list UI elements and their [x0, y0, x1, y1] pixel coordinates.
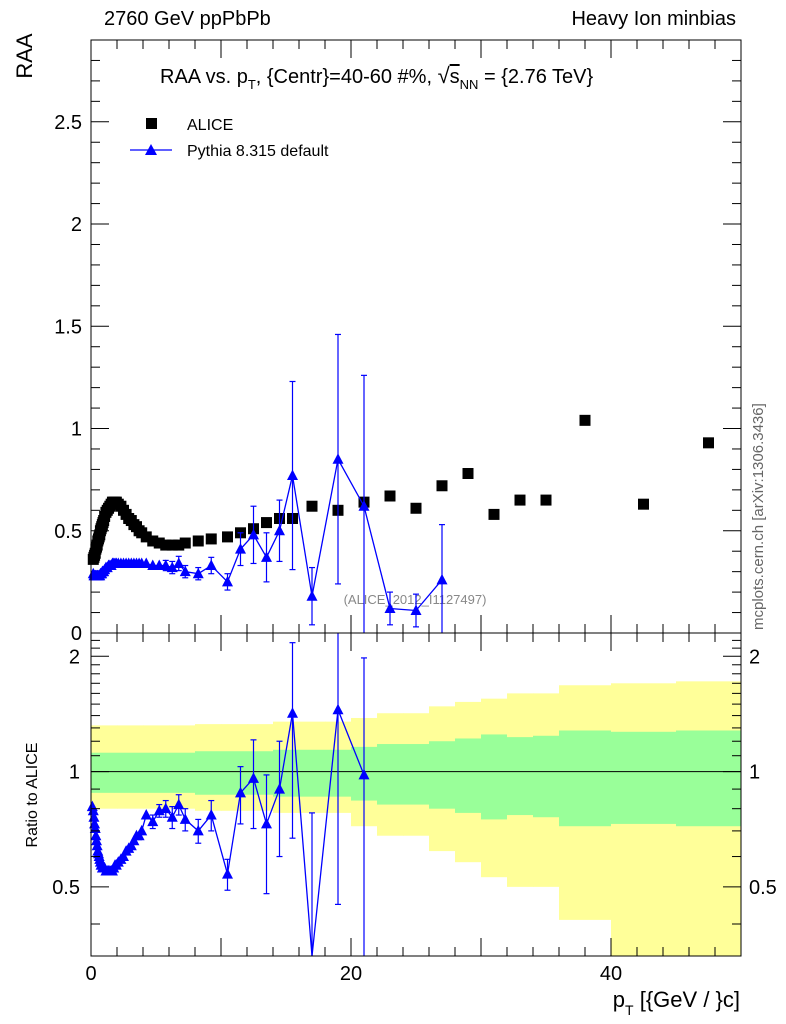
ratio-inner-band — [247, 751, 274, 794]
alice-data-point — [385, 490, 396, 501]
alice-data-point — [515, 495, 526, 506]
legend-alice-marker — [146, 118, 157, 129]
alice-data-point — [638, 499, 649, 510]
ratio-y-tick-label-right: 2 — [749, 646, 760, 668]
main-y-tick-labels: 0 0.5 1 1.5 2 2.5 — [54, 112, 82, 645]
ratio-x-tick-labels: 0 20 40 — [85, 963, 622, 985]
chart-canvas: 00.511.522.5 RAA (ALICE_2012_I1127497) R… — [0, 0, 786, 1024]
title-part-b: , {Centr}=40-60 #%, — [256, 66, 438, 88]
ratio-inner-band — [91, 753, 118, 793]
alice-data-point — [193, 535, 204, 546]
alice-data-point — [261, 517, 272, 528]
pythia-data-point — [206, 560, 217, 571]
title-part-d: = {2.76 TeV} — [478, 66, 593, 88]
ratio-inner-band — [403, 744, 430, 805]
ratio-data-point — [287, 707, 298, 718]
title-part-c: s — [450, 66, 460, 88]
ratio-inner-band — [195, 751, 222, 794]
ratio-plot-panel: 0.5 0.5 1 1 2 2 0 20 40 Ratio to ALICE pT [{GeV… — [24, 633, 777, 1018]
ratio-data-point — [261, 818, 272, 829]
xlabel-rest: [{GeV / }c] — [634, 987, 740, 1012]
ratio-x-tick-label: 40 — [600, 963, 622, 985]
pythia-data-point — [307, 590, 318, 601]
ratio-x-tick-label: 0 — [85, 963, 96, 985]
main-y-tick-label: 1.5 — [54, 316, 82, 338]
ratio-data-point — [141, 809, 152, 820]
ratio-y-axis-label: Ratio to ALICE — [24, 743, 41, 848]
ratio-y-tick-label-right: 1 — [749, 762, 760, 784]
ratio-data-point — [222, 868, 233, 879]
main-y-tick-label: 0 — [71, 623, 82, 645]
ratio-uncertainty-bands — [91, 681, 742, 956]
legend-pythia-label: Pythia 8.315 default — [187, 143, 329, 160]
ratio-inner-band — [611, 732, 677, 824]
ratio-inner-band — [455, 738, 482, 812]
legend-alice-label: ALICE — [187, 117, 233, 134]
ratio-y-tick-label-left: 0.5 — [52, 877, 80, 899]
ratio-y-tick-label-left: 1 — [69, 762, 80, 784]
title-sqrt-symbol: √ — [438, 63, 451, 88]
ratio-inner-band — [221, 751, 248, 794]
ratio-y-tick-label-left: 2 — [69, 646, 80, 668]
ratio-data-point — [136, 825, 147, 836]
pythia-data-point — [437, 574, 448, 585]
ratio-inner-band — [377, 744, 404, 805]
alice-data-point — [703, 437, 714, 448]
alice-data-point — [411, 503, 422, 514]
ratio-y-tick-label-right: 0.5 — [749, 877, 777, 899]
title-part-a: RAA vs. p — [160, 66, 248, 88]
alice-data-point — [206, 533, 217, 544]
ratio-inner-band — [481, 734, 508, 819]
ratio-inner-band — [507, 737, 534, 815]
ratio-inner-band — [429, 741, 456, 808]
main-y-tick-label: 2 — [71, 214, 82, 236]
alice-data-point — [541, 495, 552, 506]
alice-data-point — [580, 415, 591, 426]
ratio-inner-band — [533, 736, 560, 817]
title-part-c-sub: NN — [460, 77, 479, 92]
ratio-x-axis-label: pT [{GeV / }c] — [613, 987, 740, 1018]
title-part-a-sub: T — [248, 77, 256, 92]
alice-data-point — [437, 480, 448, 491]
ratio-inner-band — [299, 750, 326, 797]
alice-data-point — [180, 538, 191, 549]
xlabel-p: p — [613, 987, 625, 1012]
pythia-data-point — [173, 557, 184, 568]
pythia-data-point — [261, 551, 272, 562]
alice-data-point — [463, 468, 474, 479]
ratio-inner-band — [143, 753, 170, 793]
alice-data-point — [307, 501, 318, 512]
main-chart-title: RAA vs. pT, {Centr}=40-60 #%, √sNN = {2.… — [160, 63, 593, 92]
ratio-x-tick-label: 20 — [340, 963, 362, 985]
ratio-inner-band — [117, 753, 144, 793]
alice-data-point — [222, 531, 233, 542]
ratio-inner-band — [559, 730, 612, 826]
main-series-layer — [88, 334, 714, 633]
main-y-tick-label: 0.5 — [54, 521, 82, 543]
main-y-tick-label: 1 — [71, 419, 82, 441]
ratio-inner-band — [169, 753, 196, 793]
pythia-data-point — [333, 453, 344, 464]
main-y-tick-label: 2.5 — [54, 112, 82, 134]
alice-data-point — [489, 509, 500, 520]
main-y-axis-label: RAA — [12, 33, 37, 79]
legend: ALICE Pythia 8.315 default — [130, 117, 329, 160]
pythia-data-point — [274, 525, 285, 536]
ratio-data-point — [333, 704, 344, 715]
pythia-data-point — [287, 470, 298, 481]
ratio-inner-band — [676, 730, 742, 826]
main-plot-panel: 0 0.5 1 1.5 2 2.5 RAA (ALICE_2012_I1127497) R… — [12, 33, 741, 645]
